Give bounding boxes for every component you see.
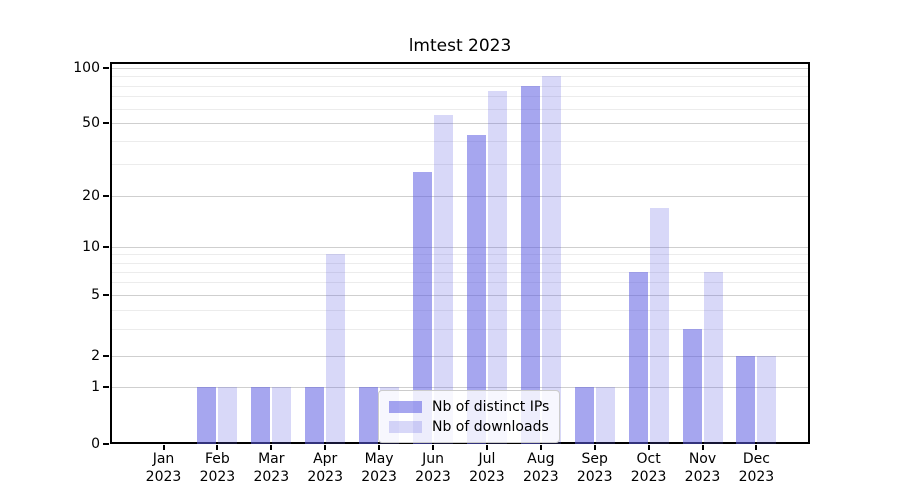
legend-swatch-distinct-ips bbox=[389, 400, 422, 413]
x-tick-mark bbox=[378, 445, 381, 450]
bar-downloads-jul bbox=[487, 90, 507, 444]
gridline-minor bbox=[110, 85, 810, 87]
bar-ips-jun bbox=[413, 172, 432, 444]
gridline-major bbox=[110, 68, 810, 69]
bar-downloads-mar bbox=[272, 387, 292, 444]
x-tick-mark bbox=[270, 445, 273, 450]
y-tick-mark bbox=[103, 246, 109, 248]
bar-ips-may bbox=[359, 387, 379, 444]
bar-downloads-dec bbox=[757, 356, 777, 444]
gridline-minor bbox=[110, 254, 810, 256]
gridline-major bbox=[110, 295, 810, 296]
gridline-major bbox=[110, 387, 810, 388]
y-tick-label: 20 bbox=[82, 188, 100, 204]
x-tick-label: Oct 2023 bbox=[630, 451, 667, 485]
x-tick-label: Jun 2023 bbox=[415, 451, 451, 485]
gridline-minor bbox=[110, 163, 810, 165]
y-tick-mark bbox=[103, 67, 109, 69]
y-tick-label: 50 bbox=[82, 115, 100, 131]
x-tick-mark bbox=[755, 445, 758, 450]
x-tick-label: Dec 2023 bbox=[738, 451, 775, 485]
gridline-minor bbox=[110, 108, 810, 110]
y-tick-mark bbox=[103, 195, 109, 197]
bar-downloads-feb bbox=[218, 387, 238, 444]
gridline-major bbox=[110, 356, 810, 357]
x-tick-mark bbox=[647, 445, 650, 450]
x-tick-label: Sep 2023 bbox=[576, 451, 613, 485]
gridline-minor bbox=[110, 329, 810, 330]
legend-item-distinct-ips: Nb of distinct IPs bbox=[389, 398, 549, 415]
bar-ips-mar bbox=[251, 387, 271, 444]
x-tick-mark bbox=[324, 445, 327, 450]
x-tick-label: Mar 2023 bbox=[253, 451, 290, 485]
y-tick-label: 5 bbox=[91, 287, 100, 303]
plot-area: Nb of distinct IPs Nb of downloads bbox=[103, 62, 810, 450]
gridline-minor bbox=[110, 309, 810, 311]
y-tick-mark bbox=[103, 294, 109, 296]
bar-downloads-nov bbox=[703, 271, 723, 444]
x-tick-label: Jan 2023 bbox=[145, 451, 182, 485]
x-tick-mark bbox=[593, 445, 596, 450]
x-tick-label: Nov 2023 bbox=[684, 451, 721, 485]
y-tick-label: 100 bbox=[73, 60, 100, 76]
y-tick-mark bbox=[103, 122, 109, 124]
axis-spine-top bbox=[110, 62, 810, 64]
gridline-minor bbox=[110, 282, 810, 284]
bar-ips-feb bbox=[197, 387, 217, 444]
axis-spine-bottom bbox=[110, 442, 810, 444]
gridline-major bbox=[110, 247, 810, 248]
y-tick-label: 2 bbox=[91, 348, 100, 364]
bar-downloads-apr bbox=[326, 254, 346, 444]
gridline-minor bbox=[110, 140, 810, 142]
axis-spine-left bbox=[110, 62, 112, 444]
y-tick-mark bbox=[103, 443, 109, 445]
y-tick-label: 0 bbox=[91, 436, 100, 452]
legend: Nb of distinct IPs Nb of downloads bbox=[378, 390, 560, 443]
x-tick-label: Jul 2023 bbox=[469, 451, 505, 485]
bar-ips-aug bbox=[520, 85, 540, 444]
bar-downloads-aug bbox=[541, 76, 561, 444]
bar-ips-dec bbox=[736, 356, 756, 444]
y-tick-label: 1 bbox=[91, 379, 100, 395]
x-tick-label: Feb 2023 bbox=[199, 451, 236, 485]
legend-swatch-downloads bbox=[389, 420, 422, 433]
x-tick-mark bbox=[432, 445, 434, 450]
x-tick-mark bbox=[162, 445, 165, 450]
gridline-major bbox=[110, 123, 810, 124]
bar-ips-apr bbox=[305, 387, 325, 444]
axis-spine-right bbox=[808, 62, 810, 444]
bar-ips-jul bbox=[466, 135, 486, 444]
x-tick-mark bbox=[539, 445, 542, 450]
y-tick-mark bbox=[103, 355, 109, 357]
y-tick-label: 10 bbox=[82, 239, 100, 255]
y-tick-mark bbox=[103, 386, 109, 388]
legend-item-downloads: Nb of downloads bbox=[389, 418, 549, 435]
x-tick-mark bbox=[485, 445, 488, 450]
legend-label: Nb of distinct IPs bbox=[432, 398, 550, 415]
x-tick-label: Apr 2023 bbox=[307, 451, 343, 485]
gridline-minor bbox=[110, 96, 810, 98]
bar-ips-oct bbox=[628, 271, 648, 444]
bar-downloads-jun bbox=[434, 115, 453, 444]
bar-ips-nov bbox=[682, 329, 702, 444]
bar-ips-sep bbox=[574, 387, 594, 444]
x-tick-mark bbox=[701, 445, 704, 450]
legend-label: Nb of downloads bbox=[432, 418, 549, 435]
x-tick-label: May 2023 bbox=[361, 451, 397, 485]
x-tick-label: Aug 2023 bbox=[522, 451, 559, 485]
bar-downloads-sep bbox=[595, 387, 615, 444]
gridline-major bbox=[110, 196, 810, 197]
gridline-minor bbox=[110, 76, 810, 78]
bar-downloads-oct bbox=[649, 208, 669, 444]
x-tick-mark bbox=[216, 445, 219, 450]
gridline-minor bbox=[110, 262, 810, 264]
gridline-minor bbox=[110, 271, 810, 273]
chart-title: lmtest 2023 bbox=[408, 36, 512, 56]
